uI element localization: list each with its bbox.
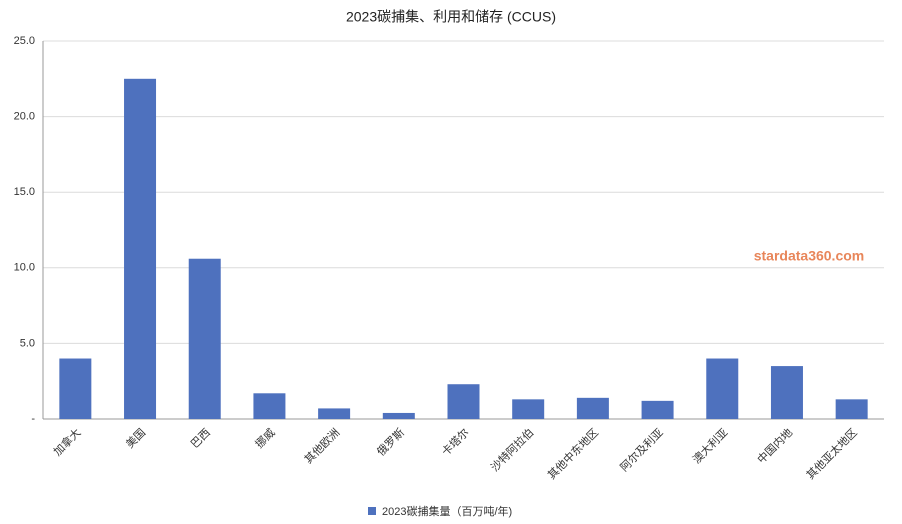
watermark: stardata360.com	[754, 248, 865, 264]
y-tick-label: 20.0	[14, 111, 35, 123]
x-tick-label: 中国内地	[754, 425, 795, 466]
chart-title: 2023碳捕集、利用和储存 (CCUS)	[346, 9, 556, 25]
y-tick-label: 10.0	[14, 262, 35, 274]
legend-swatch	[368, 507, 376, 515]
y-tick-label: 5.0	[20, 337, 35, 349]
y-tick-label: 15.0	[14, 186, 35, 198]
bar	[318, 408, 351, 419]
x-tick-label: 卡塔尔	[439, 426, 472, 459]
x-tick-label: 俄罗斯	[374, 426, 407, 459]
bar	[253, 393, 286, 419]
x-tick-label: 其他中东地区	[545, 426, 601, 482]
bar	[512, 399, 545, 419]
x-tick-label: 挪威	[252, 425, 277, 450]
bar	[706, 358, 739, 419]
bar	[382, 412, 415, 419]
bar	[641, 400, 674, 419]
bar	[124, 78, 157, 420]
bar	[835, 399, 868, 419]
bar	[576, 397, 609, 419]
legend-label: 2023碳捕集量（百万吨/年)	[382, 504, 512, 518]
bar	[59, 358, 92, 419]
x-tick-label: 澳大利亚	[689, 425, 730, 466]
x-tick-label: 沙特阿拉伯	[488, 425, 537, 474]
x-tick-label: 其他欧洲	[302, 426, 342, 466]
x-tick-label: 阿尔及利亚	[618, 426, 666, 474]
x-tick-label: 巴西	[189, 427, 213, 451]
x-tick-label: 加拿大	[50, 425, 83, 458]
x-tick-label: 美国	[123, 426, 148, 451]
x-tick-label: 其他亚太地区	[804, 426, 860, 482]
bar	[770, 366, 803, 419]
bar	[188, 258, 221, 419]
bar	[447, 384, 480, 419]
y-tick-label: 25.0	[14, 35, 35, 47]
y-tick-label: -	[31, 413, 35, 425]
